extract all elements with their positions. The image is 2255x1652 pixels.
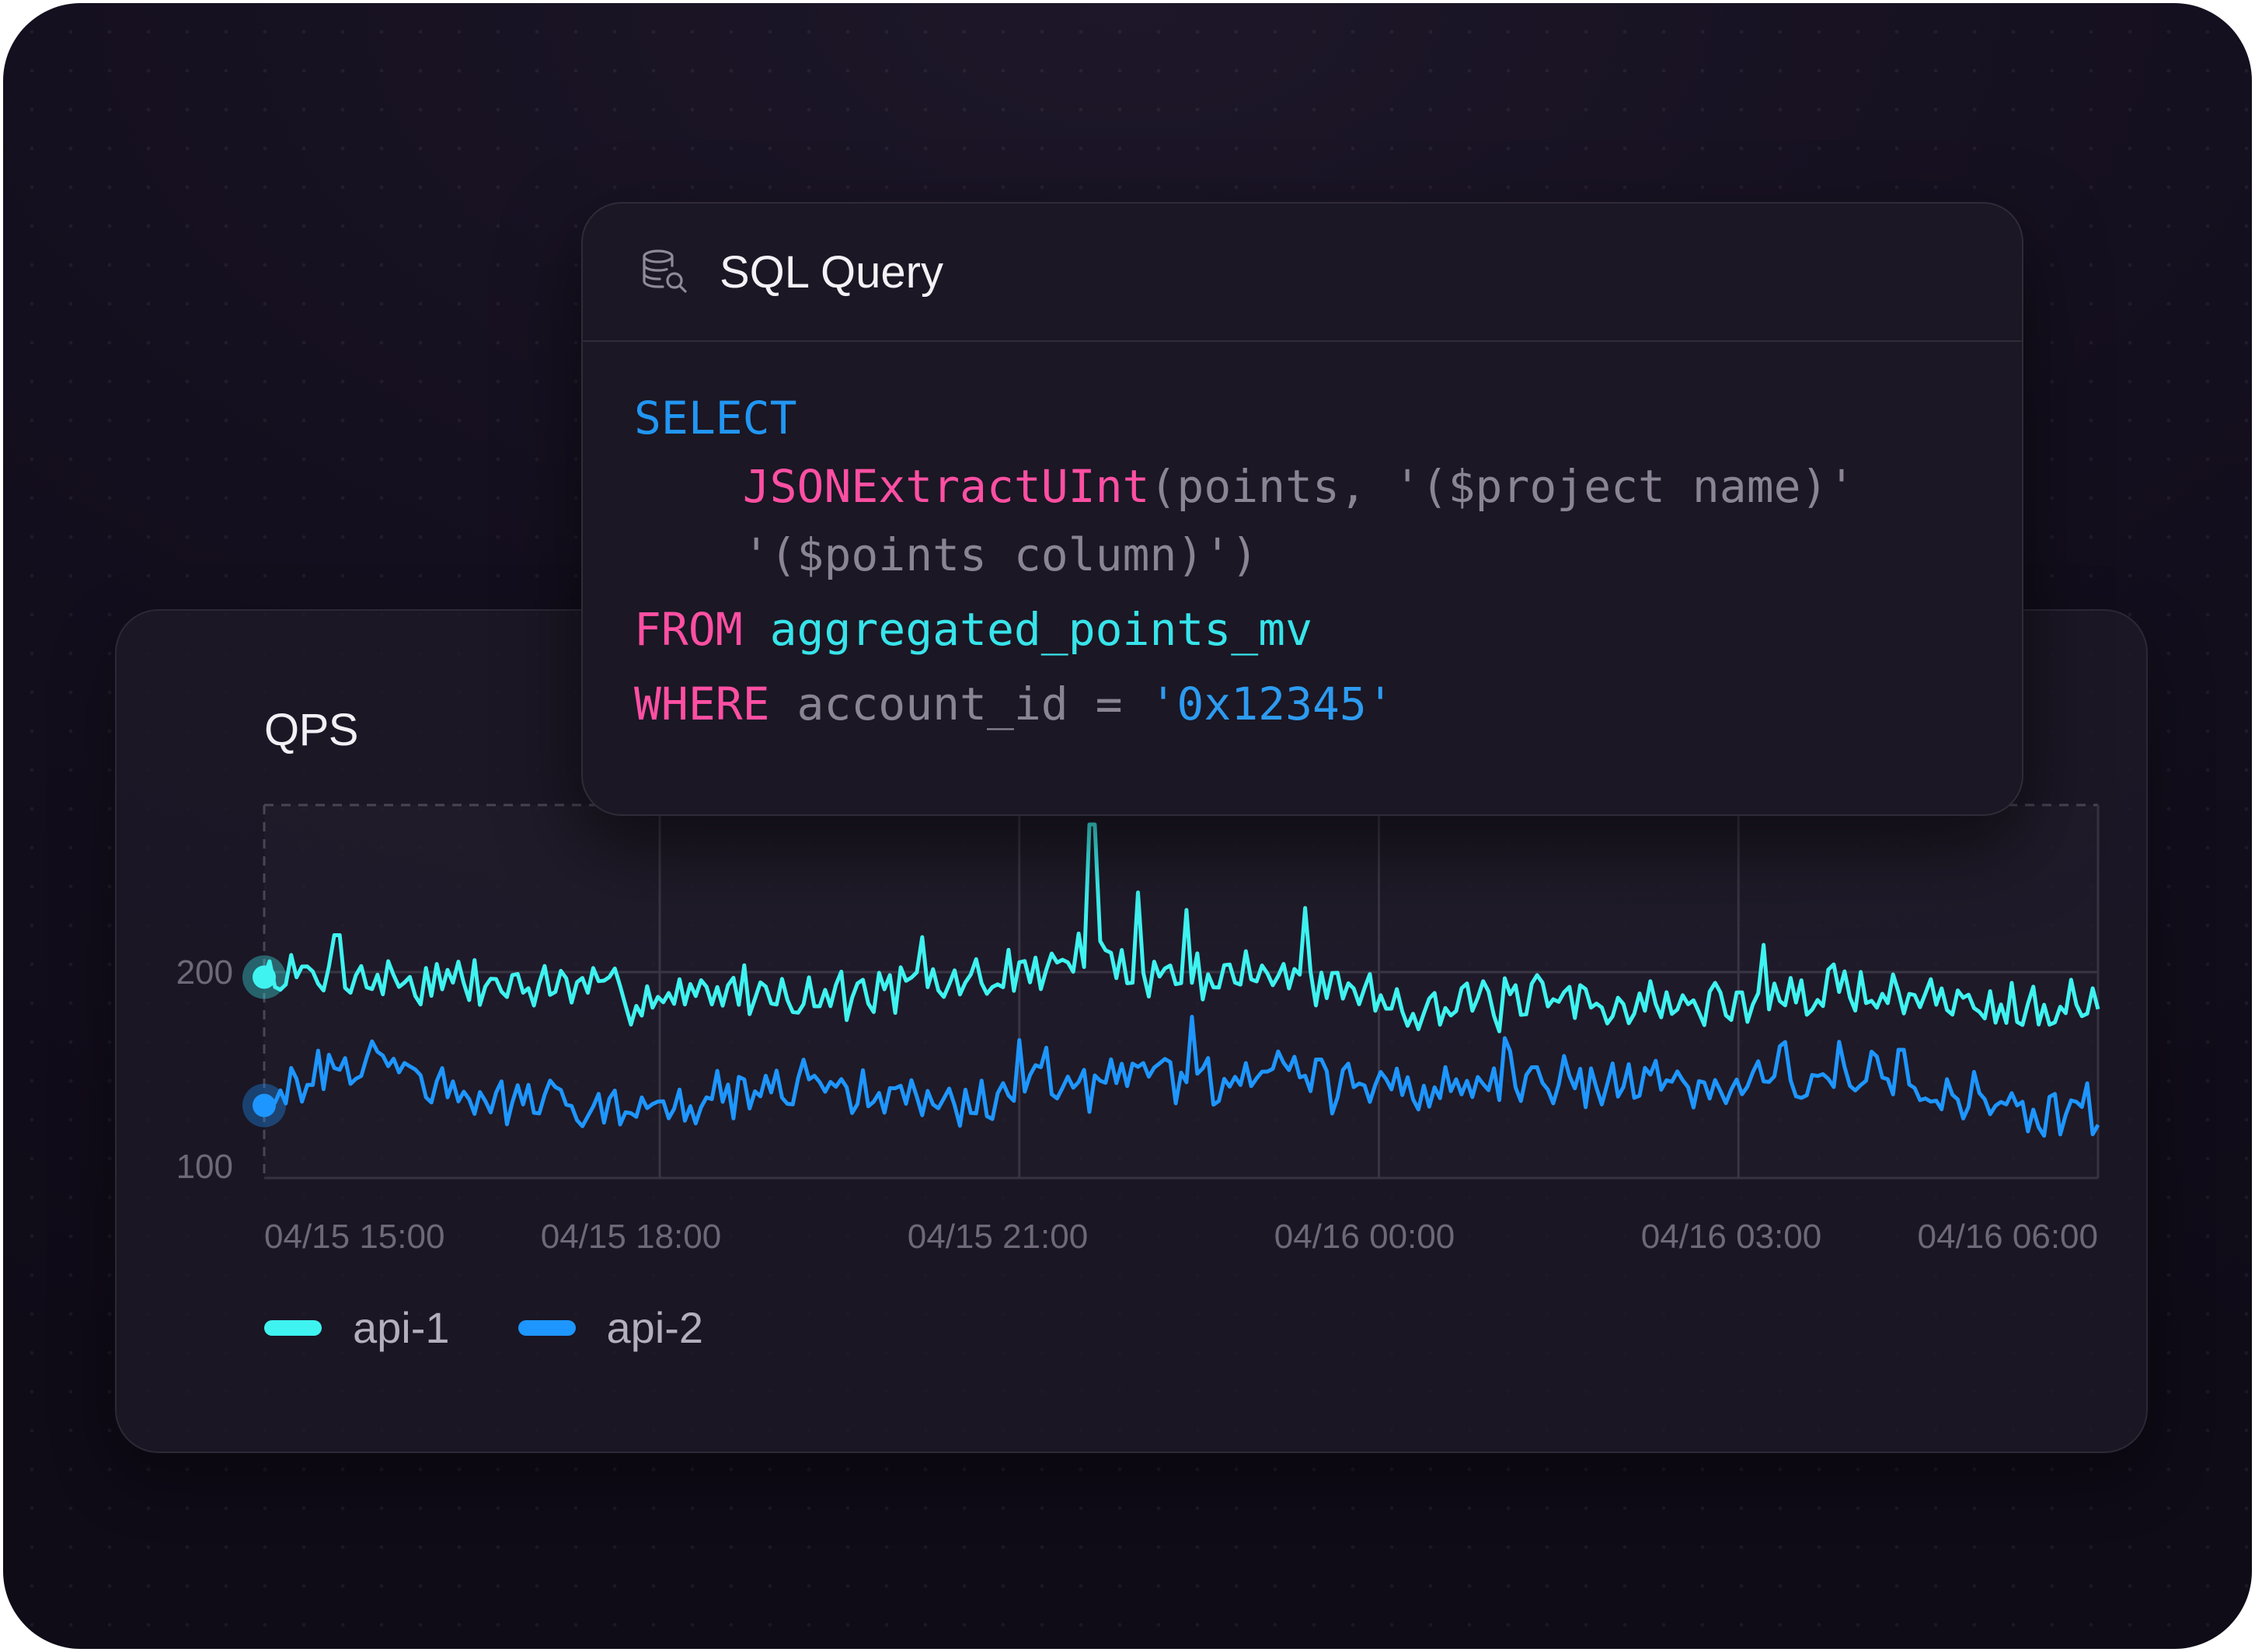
x-tick-label: 04/15 18:00 xyxy=(541,1218,721,1256)
legend-item-api-1[interactable]: api-1 xyxy=(264,1302,450,1353)
y-tick-label: 200 xyxy=(176,953,233,992)
x-tick-label: 04/16 00:00 xyxy=(1274,1218,1455,1256)
code-line-extract: JSONExtractUInt(points, '($project name)… xyxy=(634,452,1856,521)
database-search-icon xyxy=(643,249,687,293)
series-line-api-1 xyxy=(262,822,2100,1033)
sql-function-name: JSONExtractUInt xyxy=(742,460,1150,513)
sql-where-column: account_id xyxy=(796,678,1068,730)
app-window: QPS 200 100 04/15 15:00 04/15 18:00 04/15 21… xyxy=(3,3,2252,1649)
sql-keyword-from: FROM xyxy=(634,603,743,656)
legend-swatch-api-2 xyxy=(518,1319,576,1336)
y-tick-label: 100 xyxy=(176,1148,233,1186)
sql-function-args-cont: '($points column)') xyxy=(742,528,1259,581)
sql-table-name: aggregated_points_mv xyxy=(769,603,1312,656)
series-line-api-2 xyxy=(263,1015,2100,1138)
sql-function-args: (points, '($project name)' xyxy=(1149,460,1856,513)
code-line-extract-cont: '($points column)') xyxy=(634,521,1855,589)
sql-code-block[interactable]: SELECT JSONExtractUInt(points, '($projec… xyxy=(634,384,1855,738)
series-marker-api-2[interactable] xyxy=(253,1093,276,1117)
legend-label-api-1: api-1 xyxy=(353,1303,450,1352)
sql-where-operator: = xyxy=(1095,678,1123,730)
code-line-from: FROM aggregated_points_mv xyxy=(634,595,1855,664)
sql-query-header: SQL Query xyxy=(583,204,2022,342)
x-tick-label: 04/16 06:00 xyxy=(1918,1218,2098,1256)
legend-item-api-2[interactable]: api-2 xyxy=(518,1302,704,1353)
code-line-where: WHERE account_id = '0x12345' xyxy=(634,670,1855,738)
sql-query-title: SQL Query xyxy=(720,246,943,298)
sql-keyword-where: WHERE xyxy=(634,678,770,730)
qps-line-chart: 200 100 04/15 15:00 04/15 18:00 04/15 21:00 0… xyxy=(176,803,2100,1256)
legend-label-api-2: api-2 xyxy=(606,1303,704,1352)
sql-keyword-select: SELECT xyxy=(634,392,797,444)
series-marker-api-1[interactable] xyxy=(253,965,276,989)
x-tick-label: 04/16 03:00 xyxy=(1641,1218,1821,1256)
chart-legend: api-1 api-2 xyxy=(264,1302,703,1353)
x-tick-label: 04/15 21:00 xyxy=(908,1218,1088,1256)
legend-swatch-api-1 xyxy=(264,1319,322,1336)
plot-area xyxy=(264,805,2098,1178)
code-line-select: SELECT xyxy=(634,384,1855,452)
sql-where-value: '0x12345' xyxy=(1149,678,1394,730)
sql-query-panel: SQL Query SELECT JSONExtractUInt(points,… xyxy=(581,202,2023,816)
x-tick-label: 04/15 15:00 xyxy=(264,1218,444,1256)
chart-title: QPS xyxy=(264,705,359,755)
